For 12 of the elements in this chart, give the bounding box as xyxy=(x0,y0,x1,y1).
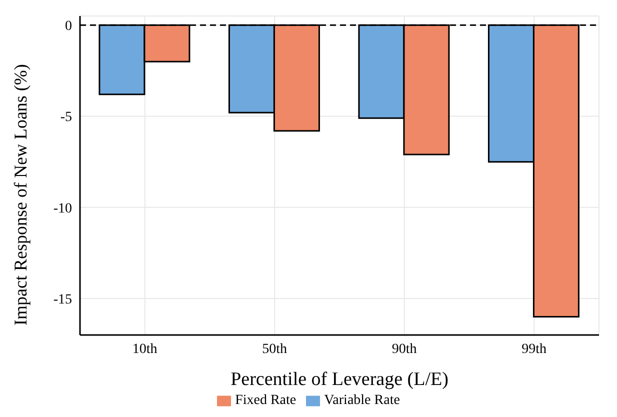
x-tick-label: 90th xyxy=(392,342,417,357)
x-tick-label: 50th xyxy=(262,342,288,357)
y-axis-title: Impact Response of New Loans (%) xyxy=(10,64,30,326)
x-axis-title: Percentile of Leverage (L/E) xyxy=(230,369,448,390)
legend-label: Fixed Rate xyxy=(235,393,296,408)
y-tick-label: -15 xyxy=(53,292,72,308)
y-tick-label: 0 xyxy=(65,19,72,34)
y-tick-label: -5 xyxy=(60,110,72,126)
legend-label: Variable Rate xyxy=(324,393,400,408)
x-tick-label: 10th xyxy=(132,342,158,357)
x-tick-label: 99th xyxy=(522,342,547,357)
y-tick-label: -10 xyxy=(53,201,72,216)
